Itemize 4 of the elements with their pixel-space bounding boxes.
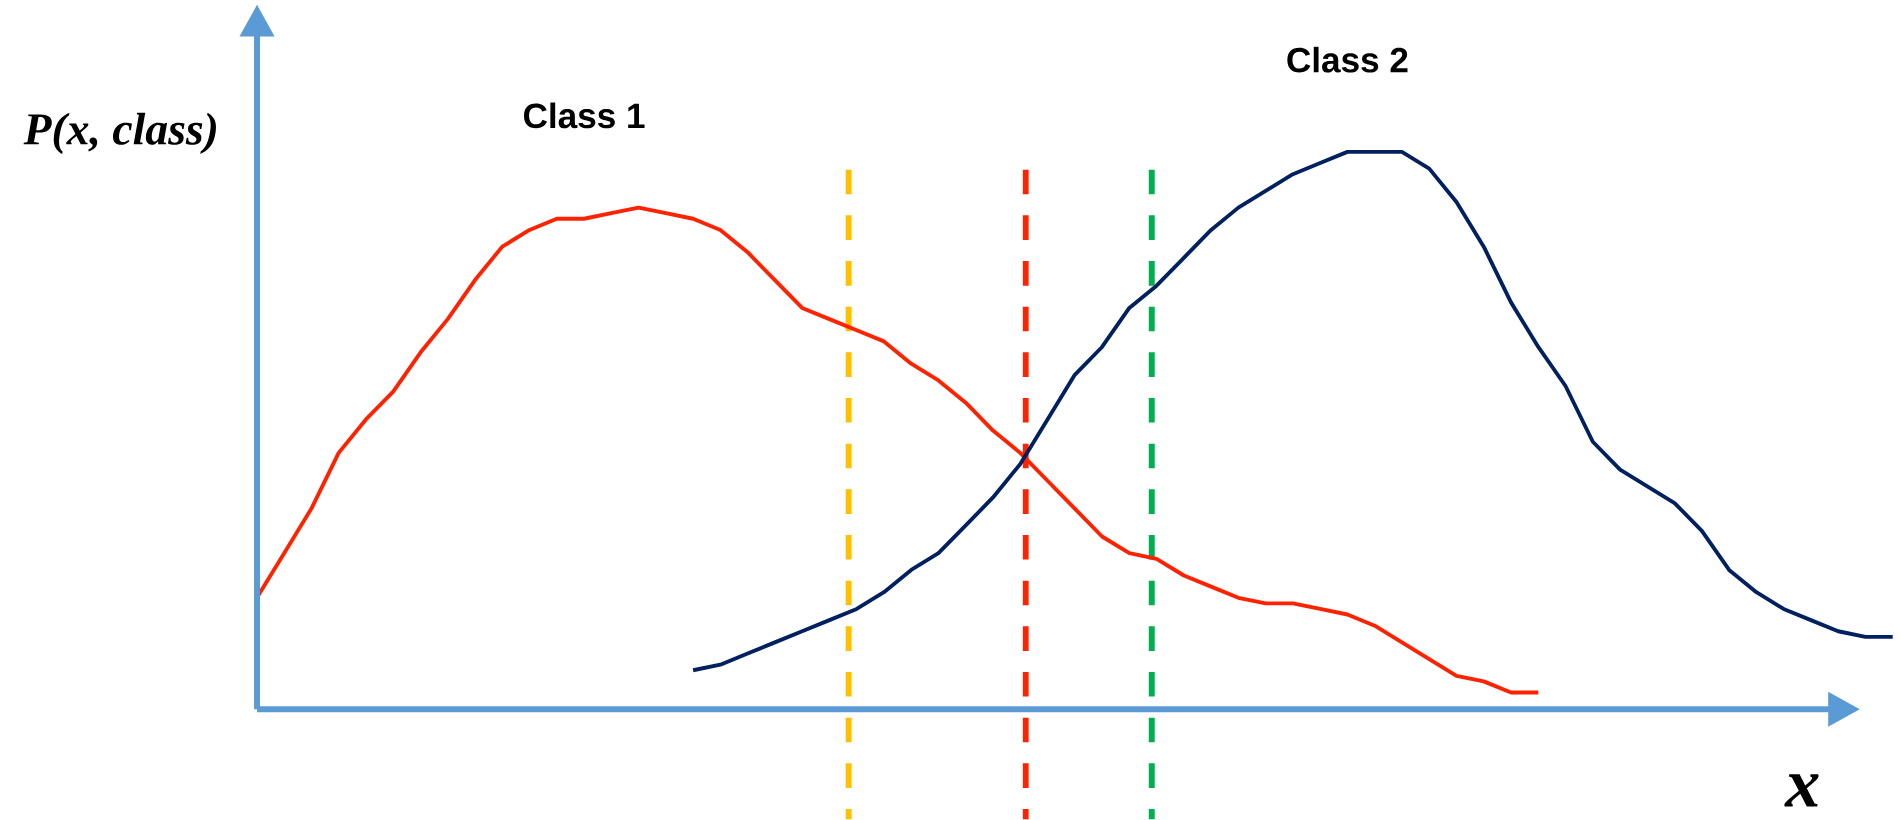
- text: x: [1784, 774, 1819, 807]
- text: P(x, class): [23, 112, 216, 155]
- text: Class 1: [523, 102, 645, 129]
- text: Class 2: [1287, 47, 1408, 73]
